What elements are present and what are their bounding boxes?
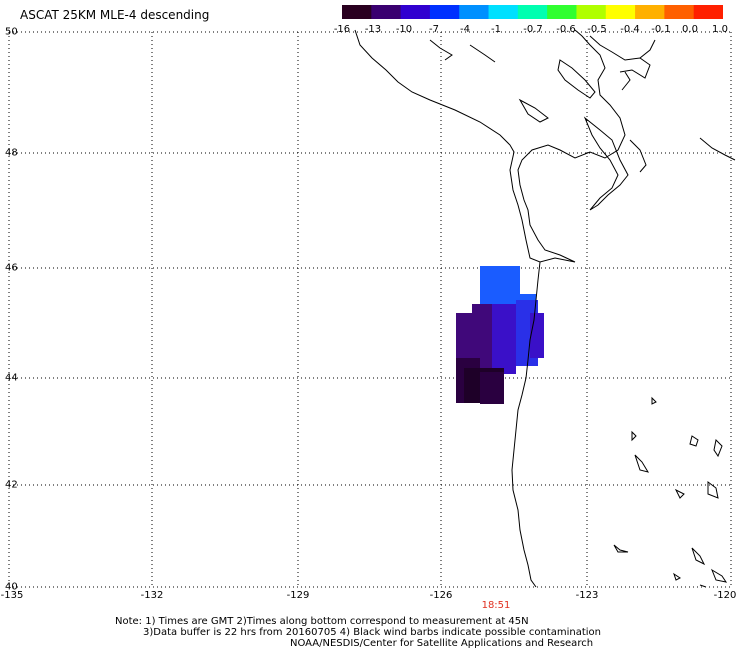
colorbar-segment: [342, 5, 372, 19]
colorbar-label: -1: [491, 24, 501, 35]
swath-cell: [456, 313, 480, 358]
colorbar-segment: [547, 5, 577, 19]
colorbar-label: -0.6: [556, 24, 576, 35]
colorbar-label: -7: [429, 24, 439, 35]
lat-label: 46: [5, 262, 18, 274]
colorbar-label: -10: [395, 24, 413, 35]
lon-label: -129: [286, 590, 310, 601]
time-label: 18:51: [481, 600, 511, 611]
map-grid: [8, 31, 732, 588]
colorbar-segment: [664, 5, 695, 19]
lat-label: 44: [5, 372, 18, 384]
lon-label: -135: [0, 590, 24, 601]
colorbar-segment: [517, 5, 548, 19]
note-line-1: Note: 1) Times are GMT 2)Times along bot…: [115, 616, 529, 627]
colorbar-label: -4: [460, 24, 470, 35]
colorbar-label: -13: [364, 24, 382, 35]
lon-label: -123: [575, 590, 599, 601]
coastline: [354, 29, 736, 588]
colorbar-segment: [371, 5, 402, 19]
swath-cell: [480, 266, 520, 294]
note-line-2: 3)Data buffer is 22 hrs from 20160705 4)…: [143, 627, 601, 638]
colorbar-label: -0.4: [620, 24, 640, 35]
colorbar-label: -16: [333, 24, 351, 35]
colorbar-label: -0.7: [523, 24, 543, 35]
colorbar-segment: [693, 5, 723, 19]
lon-label: -126: [429, 590, 453, 601]
colorbar-label: 1.0: [712, 24, 728, 35]
lat-label: 40: [5, 581, 18, 593]
lat-label: 48: [5, 147, 18, 159]
lon-label: -120: [713, 590, 737, 601]
colorbar-segment: [459, 5, 490, 19]
map-title: ASCAT 25KM MLE-4 descending: [20, 8, 210, 22]
colorbar-label: 0.0: [682, 24, 698, 35]
colorbar-label: -0.1: [651, 24, 671, 35]
lat-label: 50: [5, 26, 18, 38]
swath-cell: [480, 372, 504, 404]
colorbar-segment: [576, 5, 607, 19]
swath-cell: [492, 304, 516, 374]
note-line-3: NOAA/NESDIS/Center for Satellite Applica…: [290, 638, 594, 649]
colorbar-segment: [605, 5, 636, 19]
colorbar-segment: [400, 5, 431, 19]
lat-label: 42: [5, 479, 18, 491]
colorbar: [342, 5, 723, 19]
swath-cell: [530, 313, 544, 358]
colorbar-label: -0.5: [587, 24, 607, 35]
colorbar-segment: [635, 5, 665, 19]
lon-label: -132: [140, 590, 164, 601]
colorbar-segment: [488, 5, 519, 19]
wind-swath: [456, 266, 544, 404]
colorbar-segment: [429, 5, 460, 19]
